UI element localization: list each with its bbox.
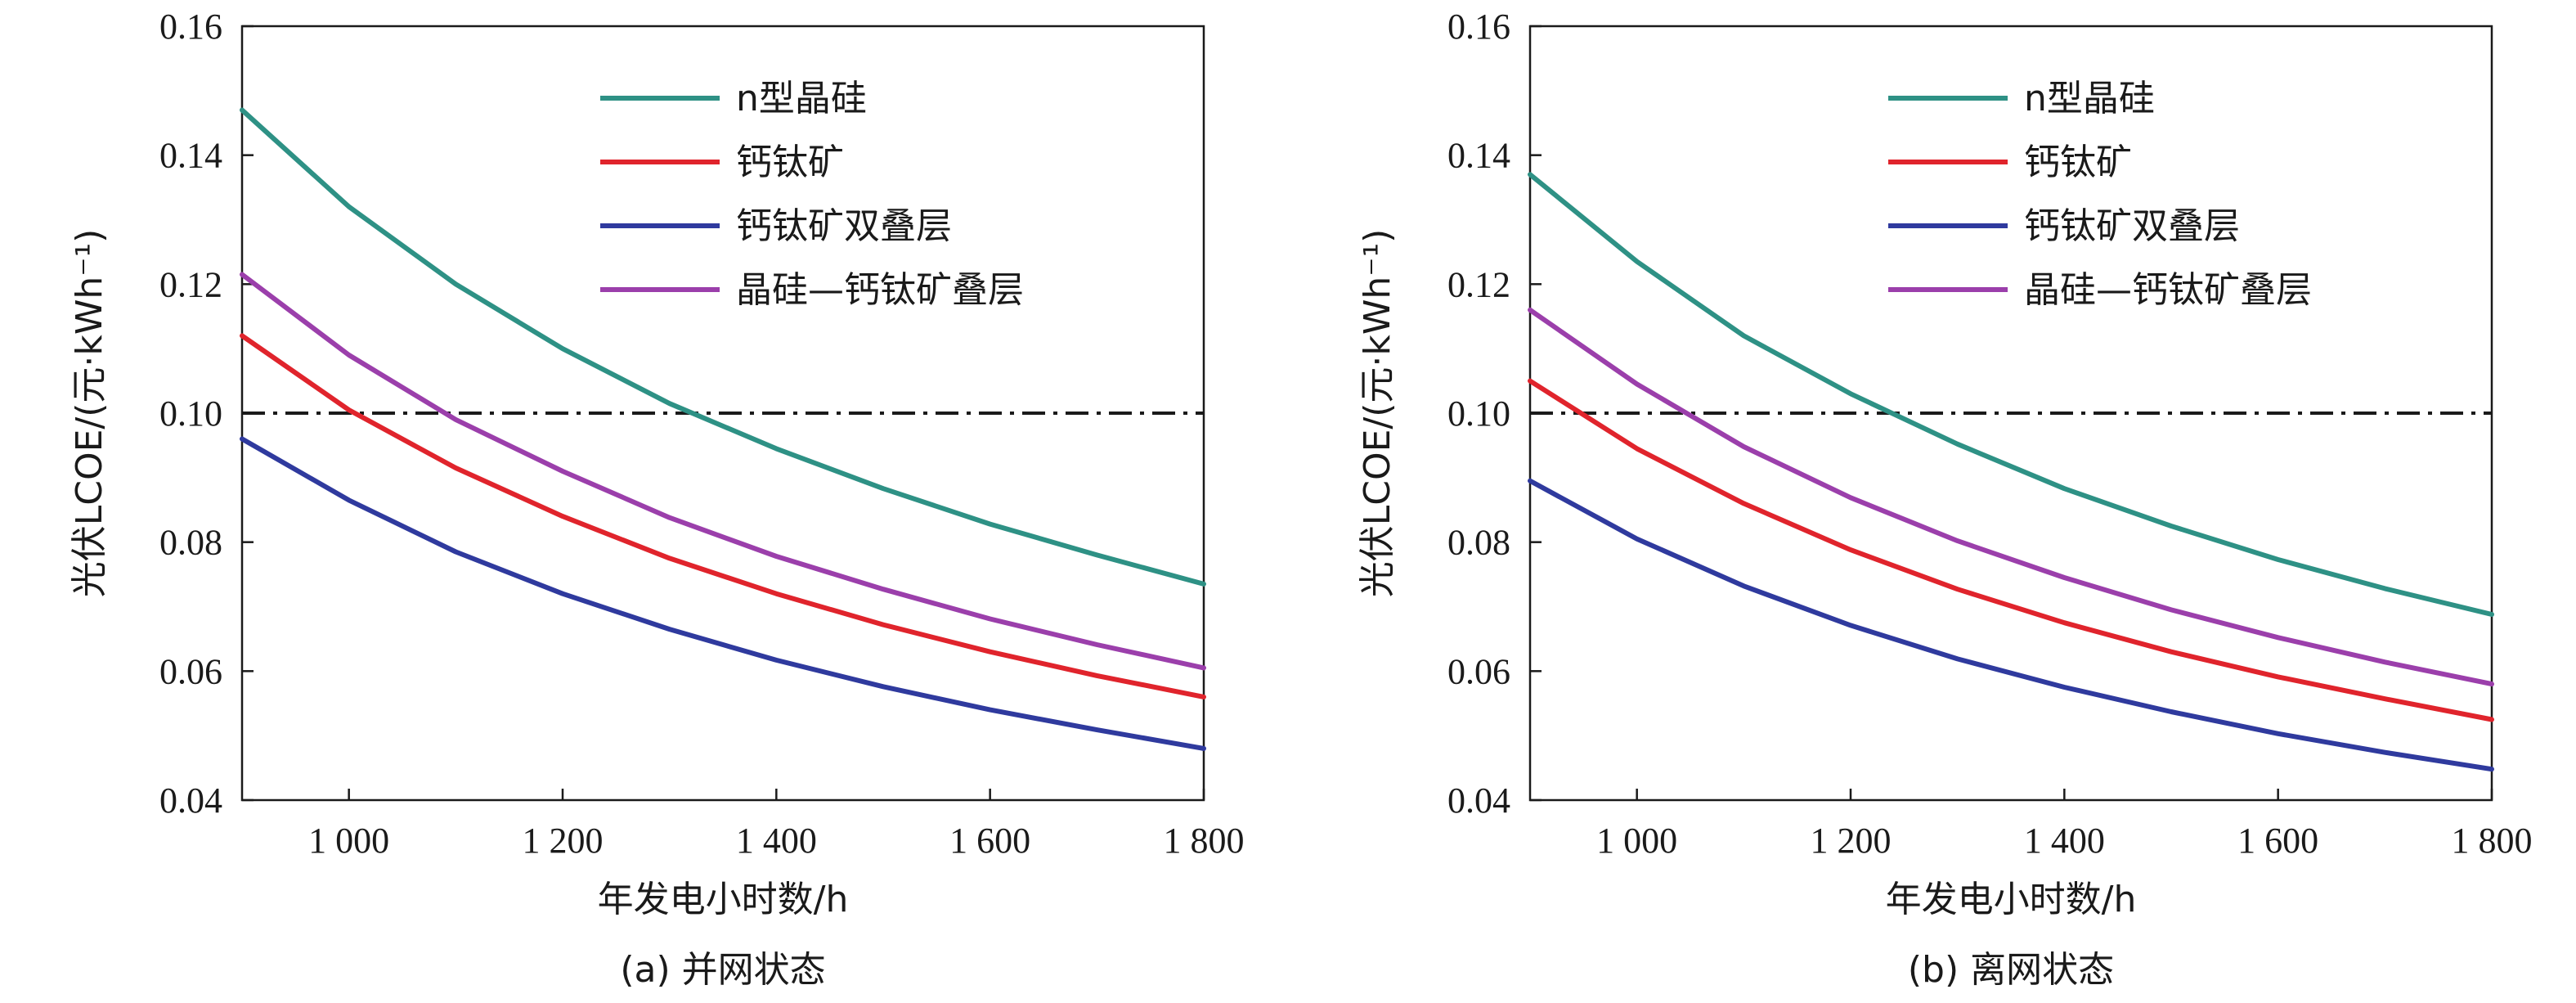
x-tick-label: 1 800 <box>2452 821 2533 861</box>
legend-label: n型晶硅 <box>736 78 867 119</box>
y-tick-label: 0.10 <box>159 394 222 434</box>
series-line <box>240 333 1206 699</box>
y-axis-label: 光伏LCOE/(元·kWh⁻¹) <box>69 229 110 598</box>
series-line <box>1528 307 2494 687</box>
chart-svg-b: 0.04 0.06 0.08 0.10 0.12 0.14 0.16 1 000 1 200 1 … <box>1357 7 2533 991</box>
series-line <box>240 436 1206 751</box>
legend-label: 钙钛矿双叠层 <box>736 205 952 247</box>
y-tick-label: 0.14 <box>1447 136 1510 176</box>
x-axis-label: 年发电小时数/h <box>1886 879 2137 920</box>
y-tick-label: 0.04 <box>1447 780 1510 821</box>
chart-panel-b: 0.04 0.06 0.08 0.10 0.12 0.14 0.16 1 000 1 200 1 … <box>1288 0 2576 1003</box>
series-line <box>240 107 1206 587</box>
legend-label: 晶硅—钙钛矿叠层 <box>736 269 1024 311</box>
x-tick-label: 1 400 <box>736 821 817 861</box>
y-tick-label: 0.12 <box>1447 264 1510 304</box>
x-tick-label: 1 200 <box>523 821 604 861</box>
legend-label: 晶硅—钙钛矿叠层 <box>2024 269 2312 311</box>
legend-label: 钙钛矿 <box>736 142 844 183</box>
x-tick-label: 1 600 <box>949 821 1030 861</box>
y-axis-label: 光伏LCOE/(元·kWh⁻¹) <box>1357 229 1398 598</box>
chart-panel-a: 0.04 0.06 0.08 0.10 0.12 0.14 0.16 1 000 1 200 1 … <box>69 7 1245 991</box>
x-axis-label: 年发电小时数/h <box>598 879 849 920</box>
series-line <box>1528 172 2494 617</box>
x-tick-label: 1 200 <box>1811 821 1892 861</box>
x-tick-label: 1 400 <box>2024 821 2105 861</box>
y-tick-label: 0.14 <box>159 136 222 176</box>
y-tick-label: 0.16 <box>1447 7 1510 47</box>
x-tick-label: 1 000 <box>308 821 389 861</box>
y-tick-label: 0.06 <box>159 651 222 691</box>
y-tick-label: 0.12 <box>159 264 222 304</box>
x-tick-label: 1 000 <box>1596 821 1677 861</box>
series-line <box>1528 378 2494 722</box>
y-tick-label: 0.04 <box>159 780 222 821</box>
y-tick-label: 0.08 <box>1447 523 1510 563</box>
y-tick-label: 0.16 <box>159 7 222 47</box>
series-line <box>240 272 1206 671</box>
y-tick-label: 0.06 <box>1447 651 1510 691</box>
panel-caption: (a) 并网状态 <box>620 949 825 991</box>
series-line <box>1528 478 2494 772</box>
x-tick-label: 1 600 <box>2237 821 2318 861</box>
legend-label: 钙钛矿 <box>2024 142 2132 183</box>
legend-label: n型晶硅 <box>2024 78 2155 119</box>
x-tick-label: 1 800 <box>1164 821 1245 861</box>
y-tick-label: 0.08 <box>159 523 222 563</box>
legend-label: 钙钛矿双叠层 <box>2024 205 2240 247</box>
y-tick-label: 0.10 <box>1447 394 1510 434</box>
chart-svg-a: 0.04 0.06 0.08 0.10 0.12 0.14 0.16 1 000 1 200 1 … <box>69 7 1245 991</box>
panel-caption: (b) 离网状态 <box>1908 949 2114 991</box>
